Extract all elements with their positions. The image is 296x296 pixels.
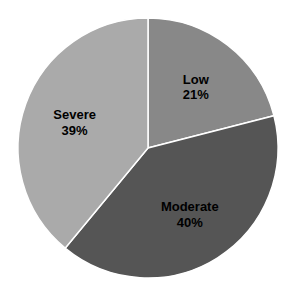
svg-text:Moderate40%: Moderate40% bbox=[161, 199, 219, 230]
svg-text:Severe39%: Severe39% bbox=[53, 107, 96, 138]
svg-text:Low21%: Low21% bbox=[183, 72, 210, 103]
